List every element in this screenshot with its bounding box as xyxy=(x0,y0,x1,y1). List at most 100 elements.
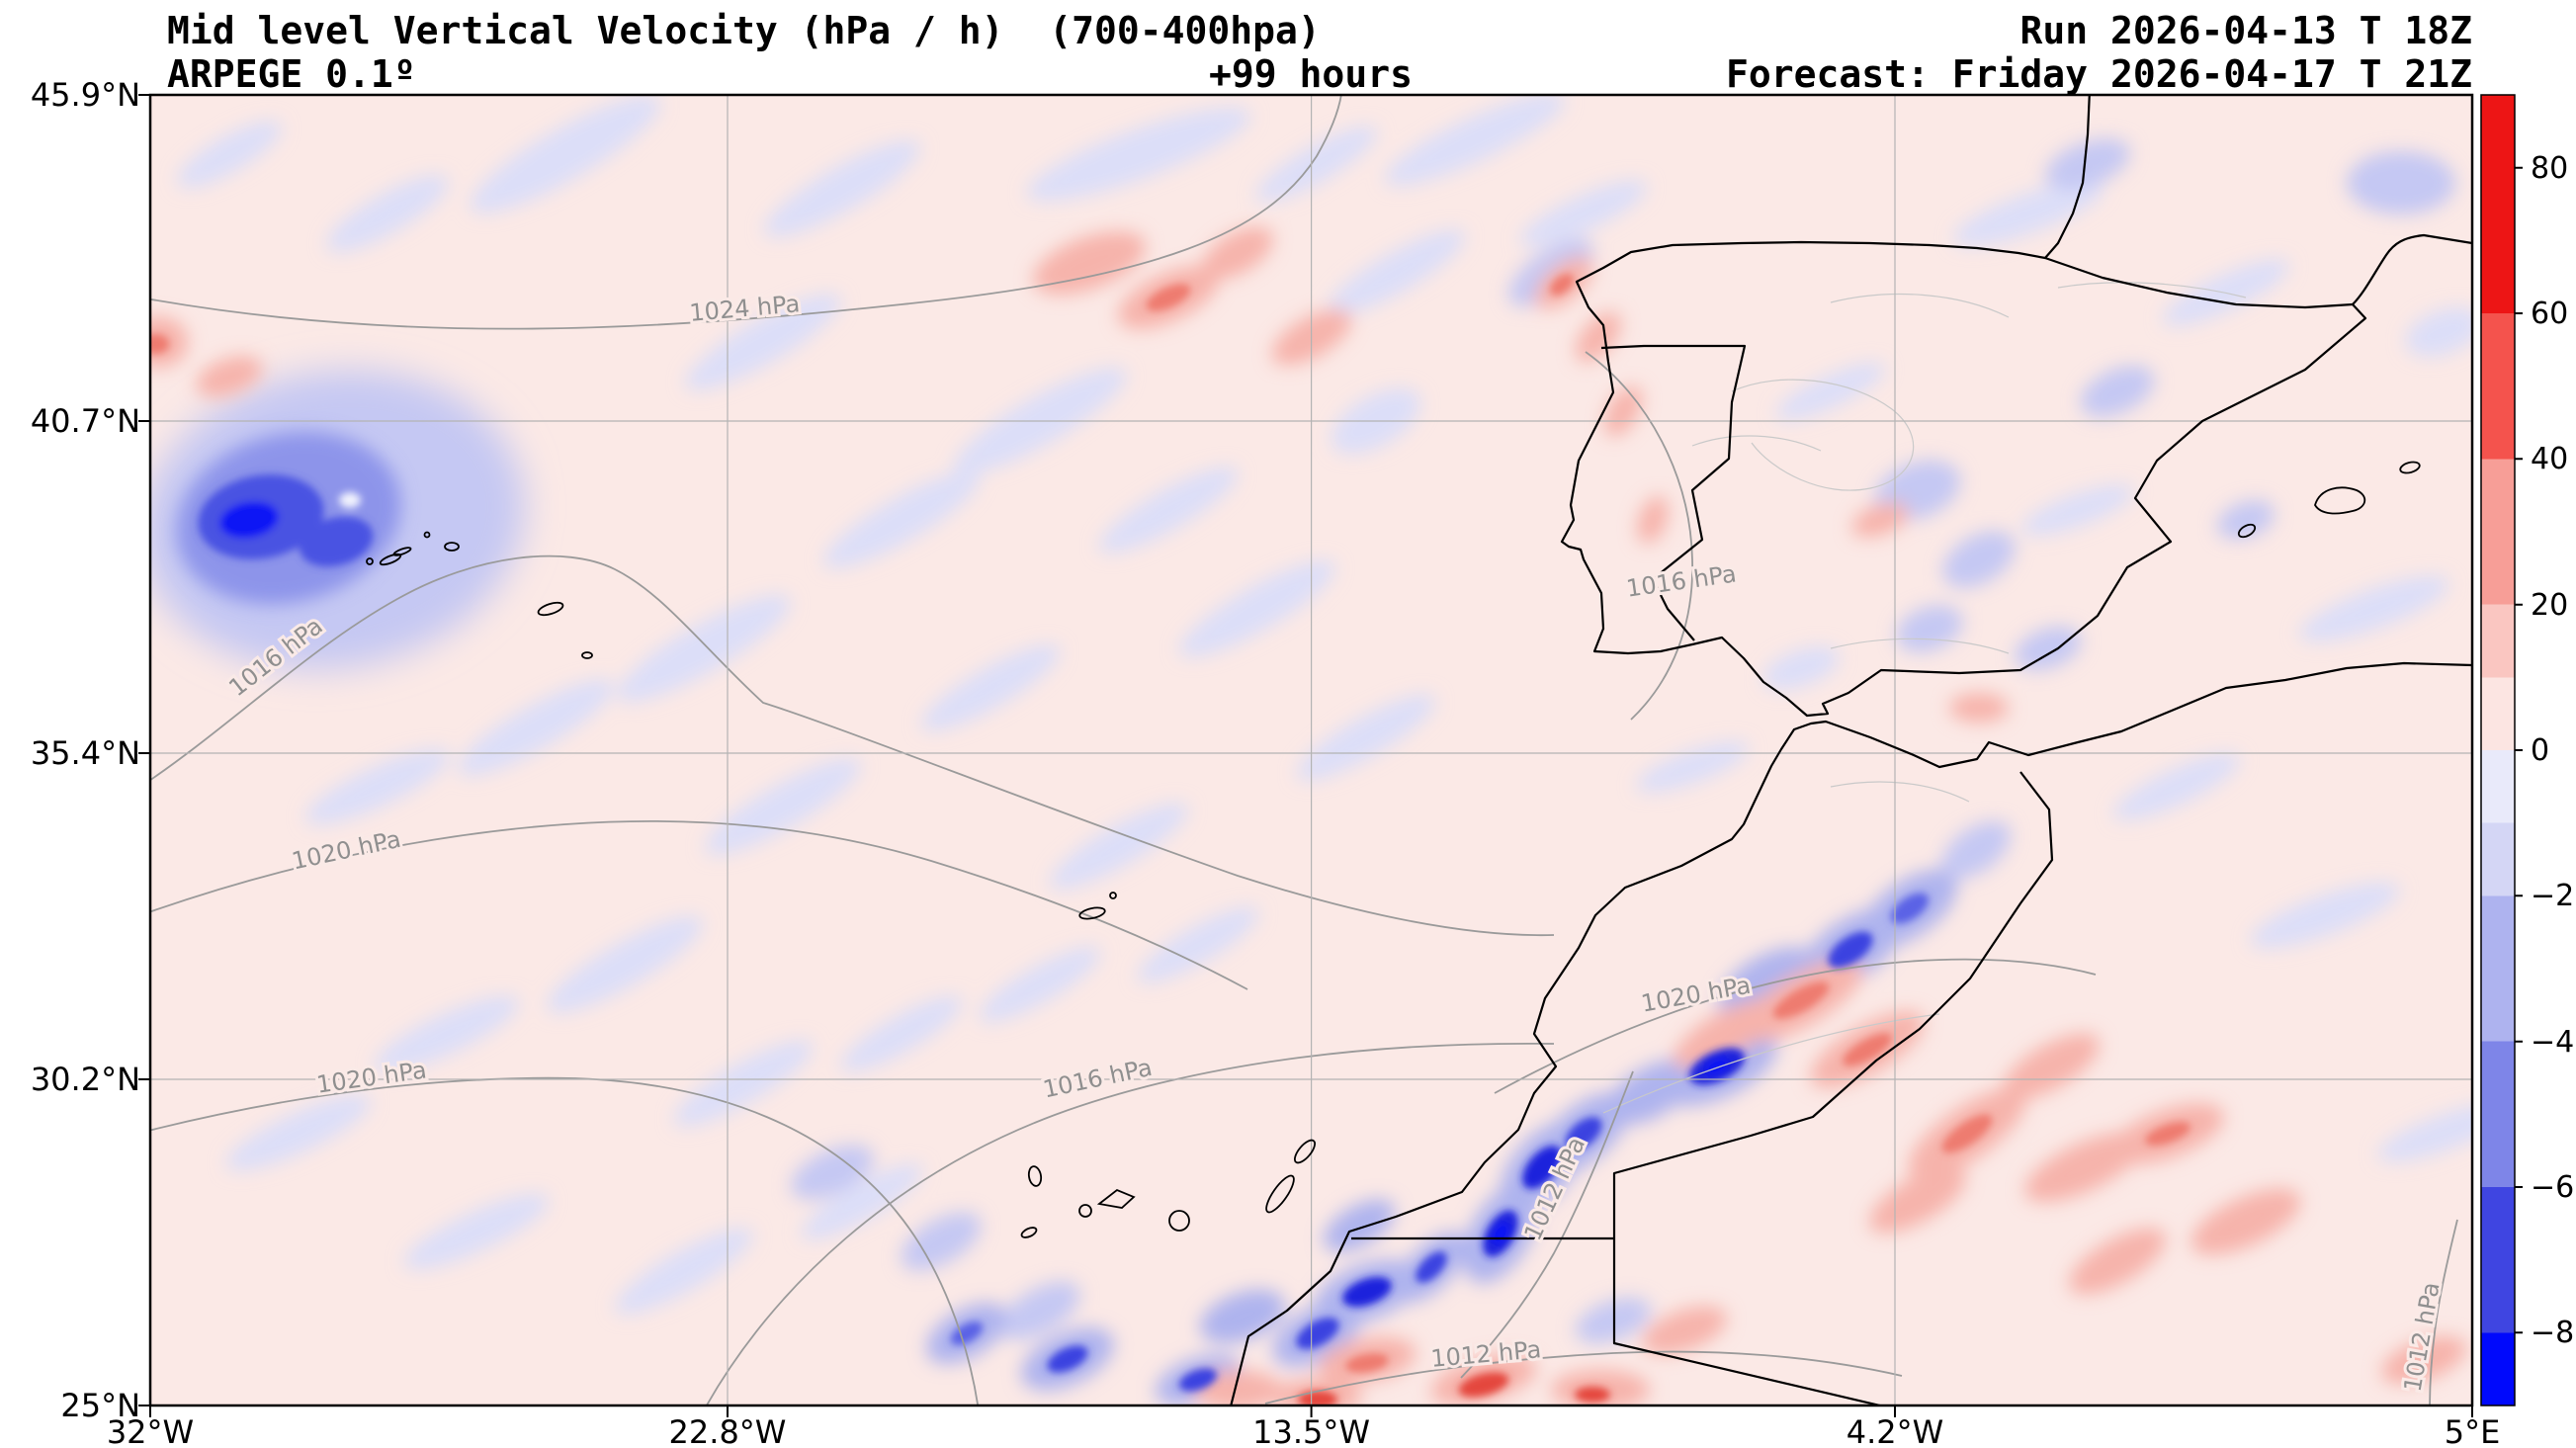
velocity-anomaly-blob xyxy=(339,492,361,508)
velocity-anomaly-blob xyxy=(1099,467,1238,554)
velocity-anomaly-blob xyxy=(2250,882,2400,949)
colorbar-tick-label: −20 xyxy=(2531,879,2576,913)
la-gomera-island xyxy=(1078,1204,1092,1218)
velocity-anomaly-blob xyxy=(150,316,188,368)
terrain-contour xyxy=(1691,435,1822,452)
velocity-anomaly-blob xyxy=(547,916,703,1013)
velocity-anomaly-blob xyxy=(458,679,614,776)
velocity-anomaly-blob xyxy=(950,1321,984,1345)
pyrenees-border xyxy=(2044,256,2354,309)
velocity-anomaly-blob xyxy=(1384,95,1566,186)
velocity-anomaly-blob xyxy=(1327,229,1465,316)
velocity-anomaly-blob xyxy=(1673,998,1779,1069)
forecast-hour-label: +99 hours xyxy=(1209,52,1413,96)
velocity-anomaly-blob xyxy=(1642,1306,1727,1355)
velocity-anomaly-blob xyxy=(1342,1276,1392,1308)
velocity-anomaly-blob xyxy=(1949,693,2009,723)
santa-maria-island xyxy=(581,651,593,659)
faial-island xyxy=(366,557,374,565)
portugal-spain-border xyxy=(1600,344,1747,641)
velocity-anomaly-blob xyxy=(674,1040,813,1127)
isobars xyxy=(150,95,2458,1405)
isobar-1012-south xyxy=(1264,1350,1903,1405)
islands xyxy=(366,461,2421,1238)
velocity-anomaly-blob xyxy=(226,1094,371,1171)
colorbar-tick-label: 40 xyxy=(2531,442,2568,476)
velocity-anomaly-blob xyxy=(1890,893,1930,924)
velocity-anomaly-blob xyxy=(219,501,279,539)
terrain-contour xyxy=(1830,638,2010,654)
velocity-anomaly-blob xyxy=(921,644,1060,731)
lat-tick-label: 30.2°N xyxy=(31,1061,140,1098)
velocity-anomaly-blob xyxy=(150,334,169,354)
velocity-anomaly-blob xyxy=(2003,1033,2100,1100)
graciosa-island xyxy=(423,531,431,539)
isobar-1020-morocco xyxy=(1494,958,2097,1094)
velocity-anomaly-blob xyxy=(1776,362,1885,421)
velocity-anomaly-blob xyxy=(1520,180,1647,247)
mallorca-island xyxy=(2314,486,2366,515)
velocity-anomaly-blob xyxy=(1026,107,1251,202)
velocity-anomaly-blob xyxy=(1050,803,1188,890)
coastlines xyxy=(1230,95,2472,1405)
colorbar-tick-label: −40 xyxy=(2531,1025,2576,1060)
velocity-anomaly-blob xyxy=(2347,151,2455,214)
velocity-anomaly-blob xyxy=(1637,496,1669,544)
lon-tick-label: 5°E xyxy=(2445,1413,2501,1448)
velocity-anomaly-blob xyxy=(801,1163,923,1240)
velocity-anomaly-blob xyxy=(1851,502,1909,538)
velocity-anomaly-blob xyxy=(177,121,282,188)
lat-tick-label: 25°N xyxy=(60,1387,140,1424)
velocity-anomaly-blob xyxy=(1179,560,1335,657)
terrain-contour xyxy=(1830,293,2010,318)
velocity-anomaly-blob xyxy=(2381,1335,2466,1385)
gran-canaria-island xyxy=(1168,1210,1190,1232)
anomaly-layer-core xyxy=(150,274,2190,1405)
velocity-anomaly-blob xyxy=(1953,180,2104,247)
velocity-anomaly-blob xyxy=(2080,365,2155,418)
isobar-1016-west xyxy=(150,554,1555,937)
velocity-anomaly-blob xyxy=(1828,931,1873,969)
velocity-anomaly-blob xyxy=(1201,226,1274,280)
sao-jorge-island xyxy=(392,547,412,556)
porto-santo-island xyxy=(1109,892,1117,899)
velocity-anomaly-blob xyxy=(2217,500,2275,540)
colorbar-tick-label: 80 xyxy=(2531,151,2568,186)
isobar-1020-a xyxy=(150,819,1248,990)
velocity-anomaly-blob xyxy=(1522,1146,1562,1189)
velocity-anomaly-blob xyxy=(2299,575,2449,642)
lon-tick-label: 32°W xyxy=(107,1413,194,1448)
colorbar-tick-label: −80 xyxy=(2531,1316,2576,1350)
velocity-anomaly-blob xyxy=(1565,1117,1602,1150)
velocity-anomaly-blob xyxy=(2015,626,2082,671)
velocity-anomaly-blob xyxy=(1032,231,1147,295)
lat-tick-label: 45.9°N xyxy=(31,76,140,114)
colorbar-tick-label: 60 xyxy=(2531,297,2568,331)
velocity-anomaly-blob xyxy=(1296,1318,1339,1349)
fuerteventura-island xyxy=(1265,1174,1295,1214)
velocity-anomaly-blob xyxy=(1550,274,1574,296)
velocity-anomaly-blob xyxy=(1762,646,1840,690)
colorbar-ticks xyxy=(2515,166,2523,1334)
el-hierro-island xyxy=(1020,1227,1038,1238)
velocity-anomaly-blob xyxy=(840,995,963,1072)
velocity-anomaly-blob xyxy=(1199,1289,1286,1344)
velocity-anomaly-blob xyxy=(305,748,450,825)
graticule xyxy=(150,95,2472,1405)
velocity-anomaly-blob xyxy=(617,594,791,703)
velocity-anomaly-blob xyxy=(1297,694,1435,781)
velocity-anomaly-blob xyxy=(2377,1103,2472,1162)
velocity-anomaly-blob xyxy=(901,1212,982,1271)
velocity-anomaly-blob xyxy=(1843,1033,1892,1066)
colorbar-tick-label: 20 xyxy=(2531,588,2568,623)
velocity-anomaly-blob xyxy=(1146,284,1191,311)
velocity-anomaly-blob xyxy=(1940,820,2012,880)
velocity-anomaly-blob xyxy=(196,356,263,397)
velocity-anomaly-blob xyxy=(299,516,374,567)
velocity-anomaly-blob xyxy=(1772,981,1830,1019)
velocity-anomaly-blob xyxy=(2021,484,2134,536)
velocity-anomaly-blob xyxy=(1575,1387,1610,1403)
model-label: ARPEGE 0.1º xyxy=(167,52,416,96)
velocity-anomaly-blob xyxy=(1255,126,1378,203)
velocity-anomaly-blob xyxy=(1047,1345,1088,1373)
